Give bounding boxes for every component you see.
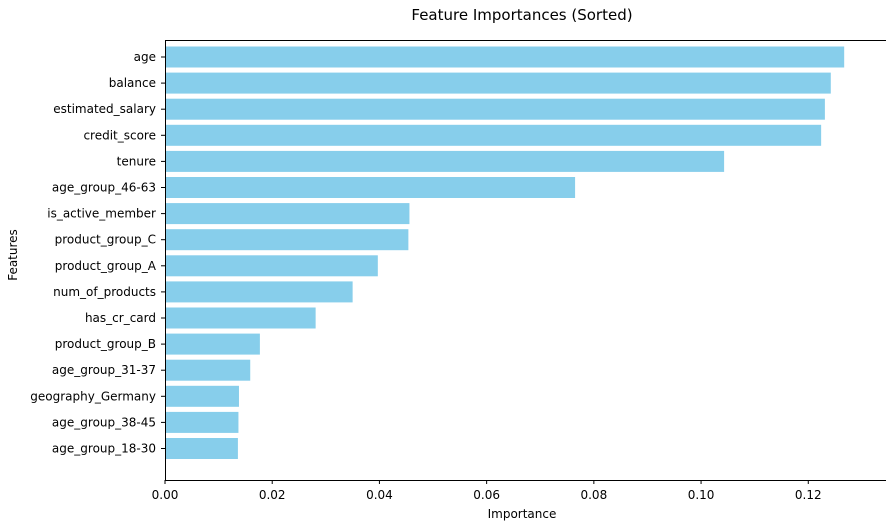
bar-product_group_C: [165, 229, 409, 251]
y-tick-label: age_group_31-37: [52, 363, 156, 377]
y-tick-label: age_group_38-45: [52, 415, 156, 429]
y-tick-label: credit_score: [83, 128, 156, 142]
y-axis-label: Features: [6, 229, 20, 281]
chart-title: Feature Importances (Sorted): [411, 6, 632, 24]
bar-tenure: [165, 150, 725, 172]
bar-product_group_B: [165, 333, 260, 355]
bar-age_group_18-30: [165, 438, 238, 459]
x-tick-label: 0.12: [795, 488, 822, 502]
y-tick-label: product_group_C: [55, 233, 156, 247]
bar-balance: [165, 72, 831, 94]
bar-estimated_salary: [165, 98, 825, 120]
bar-age_group_31-37: [165, 359, 251, 381]
y-tick-label: balance: [109, 76, 156, 90]
y-tick-label: tenure: [117, 154, 156, 168]
bar-is_active_member: [165, 203, 410, 225]
plot-frame: [165, 40, 886, 481]
bar-age: [165, 46, 845, 68]
x-tick-label: 0.06: [473, 488, 500, 502]
x-tick-label: 0.10: [688, 488, 715, 502]
x-tick-label: 0.00: [152, 488, 179, 502]
bar-age_group_46-63: [165, 177, 576, 198]
bar-has_cr_card: [165, 307, 316, 329]
y-tick-label: product_group_A: [55, 259, 157, 273]
x-tick-label: 0.02: [259, 488, 286, 502]
bar-age_group_38-45: [165, 411, 239, 433]
y-axis-ticks: age balance estimated_salary credit_scorete…: [30, 50, 165, 456]
y-tick-label: age_group_18-30: [52, 442, 156, 456]
y-tick-label: product_group_B: [55, 337, 156, 351]
bar-num_of_products: [165, 281, 353, 303]
bar-credit_score: [165, 124, 822, 146]
x-axis-ticks: 0.00 0.02 0.04 0.06 0.08 0.10 0.12: [152, 480, 822, 502]
y-tick-label: age_group_46-63: [52, 181, 156, 195]
y-tick-label: num_of_products: [53, 285, 156, 299]
x-tick-label: 0.08: [580, 488, 607, 502]
bar-product_group_A: [165, 255, 378, 277]
y-tick-label: estimated_salary: [53, 102, 156, 116]
y-tick-label: geography_Germany: [30, 389, 156, 403]
x-tick-label: 0.04: [366, 488, 393, 502]
bar-geography_Germany: [165, 385, 239, 407]
y-tick-label: is_active_member: [47, 207, 156, 221]
y-tick-label: has_cr_card: [85, 311, 156, 325]
y-tick-label: age: [134, 50, 156, 64]
bars-group: [165, 46, 845, 459]
x-axis-label: Importance: [488, 507, 557, 521]
